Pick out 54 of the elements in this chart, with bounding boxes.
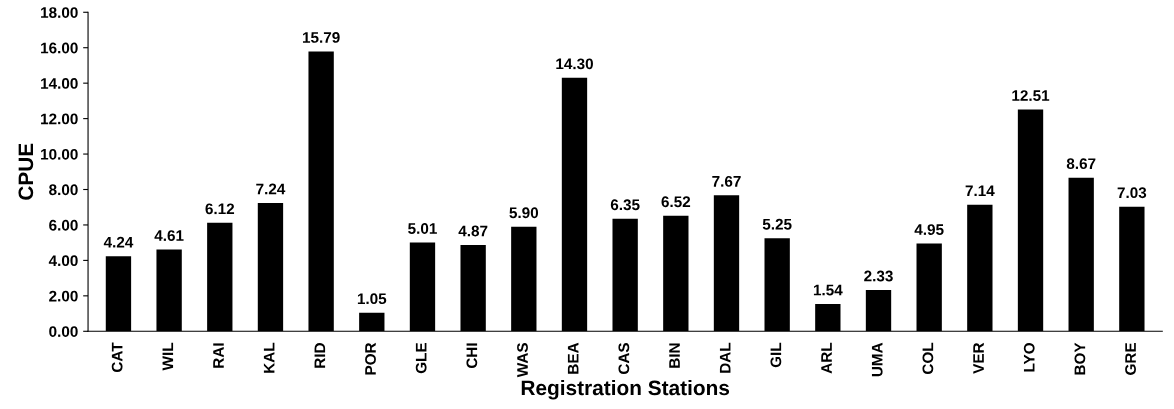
data-label: 6.35 [610, 199, 640, 211]
x-tick-label: CAS [618, 343, 630, 375]
x-tick-label: RID [314, 343, 326, 368]
y-tick-label: 2.00 [49, 290, 78, 302]
data-label: 5.90 [509, 207, 539, 219]
y-tick-label: 8.00 [49, 184, 78, 196]
data-label: 7.03 [1117, 187, 1147, 199]
data-label: 6.12 [205, 203, 235, 215]
x-tick-label: KAL [263, 342, 275, 373]
x-tick-label: POR [365, 342, 376, 375]
x-tick-label: BEA [567, 342, 579, 374]
x-tick-label: CAT [111, 342, 123, 373]
data-label: 7.14 [965, 185, 995, 197]
x-tick-label: GRE [1125, 343, 1136, 375]
x-tick-label: COL [922, 342, 934, 375]
data-label: 4.95 [914, 224, 944, 235]
x-tick-label: CHI [466, 343, 478, 369]
x-tick-label: ARL [821, 342, 832, 374]
data-label: 1.05 [357, 293, 387, 305]
y-tick-label: 18.00 [41, 7, 78, 18]
x-tick-label: BOY [1074, 342, 1086, 375]
data-label: 2.33 [864, 270, 893, 282]
data-label: 12.51 [1012, 90, 1050, 101]
y-tick-label: 14.00 [41, 78, 78, 89]
x-tick-label: WAS [517, 343, 528, 378]
y-tick-label: 4.00 [48, 255, 78, 267]
x-tick-label: UMA [871, 342, 883, 377]
x-tick-label: DAL [719, 342, 731, 373]
data-label: 4.24 [103, 236, 134, 248]
data-label: 1.54 [813, 284, 843, 296]
x-tick-label: BIN [669, 343, 680, 368]
x-tick-label: RAI [213, 343, 224, 368]
data-label: 4.87 [458, 225, 488, 237]
y-axis-title: CPUE [18, 143, 34, 200]
y-tick-label: 6.00 [49, 219, 78, 231]
data-label: 4.61 [154, 230, 184, 242]
x-tick-label: WIL [162, 342, 174, 371]
data-label: 7.24 [256, 183, 286, 195]
data-label: 15.79 [302, 32, 340, 43]
x-tick-label: VER [973, 342, 984, 374]
y-tick-label: 12.00 [41, 113, 78, 125]
data-label: 8.67 [1066, 158, 1096, 170]
x-tick-label: GLE [415, 343, 427, 374]
data-label: 7.67 [712, 175, 741, 187]
data-label: 5.25 [762, 218, 792, 230]
y-tick-label: 10.00 [41, 148, 78, 160]
data-label: 5.01 [408, 223, 437, 234]
x-tick-label: GIL [770, 342, 782, 368]
y-tick-label: 16.00 [41, 42, 78, 54]
y-tick-label: 0.00 [49, 326, 78, 337]
data-label: 6.52 [661, 196, 691, 208]
x-axis-title: Registration Stations [521, 379, 730, 400]
x-tick-label: LYO [1023, 343, 1035, 372]
data-label: 14.30 [556, 58, 593, 70]
